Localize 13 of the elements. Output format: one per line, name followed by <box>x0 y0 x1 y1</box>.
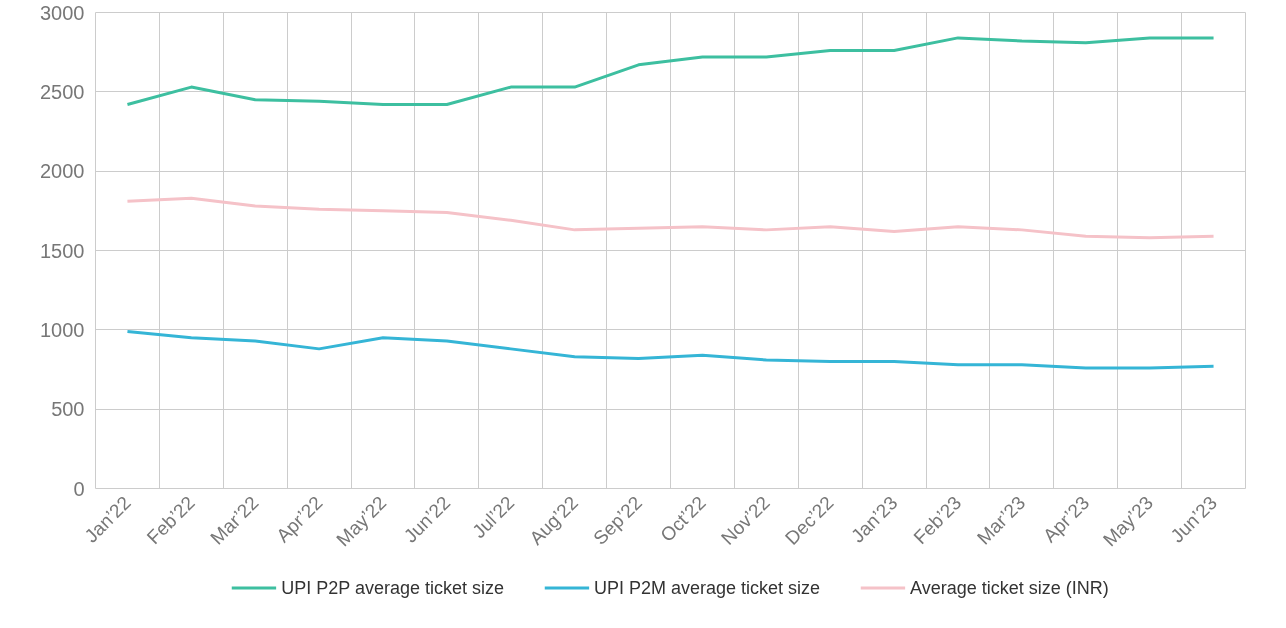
line-series <box>125 36 1216 107</box>
legend-label: Average ticket size (INR) <box>910 577 1109 598</box>
y-tick-label: 2500 <box>40 80 85 103</box>
line-series <box>125 329 1216 370</box>
legend-label: UPI P2P average ticket size <box>281 577 504 598</box>
y-tick-label: 500 <box>51 398 85 421</box>
y-tick-label: 0 <box>73 477 85 500</box>
legend-label: UPI P2M average ticket size <box>593 577 821 598</box>
line-series <box>125 196 1216 240</box>
y-tick-label: 3000 <box>40 1 85 24</box>
y-tick-label: 1500 <box>40 239 85 262</box>
y-tick-label: 2000 <box>40 160 85 183</box>
y-tick-label: 1000 <box>40 318 85 341</box>
